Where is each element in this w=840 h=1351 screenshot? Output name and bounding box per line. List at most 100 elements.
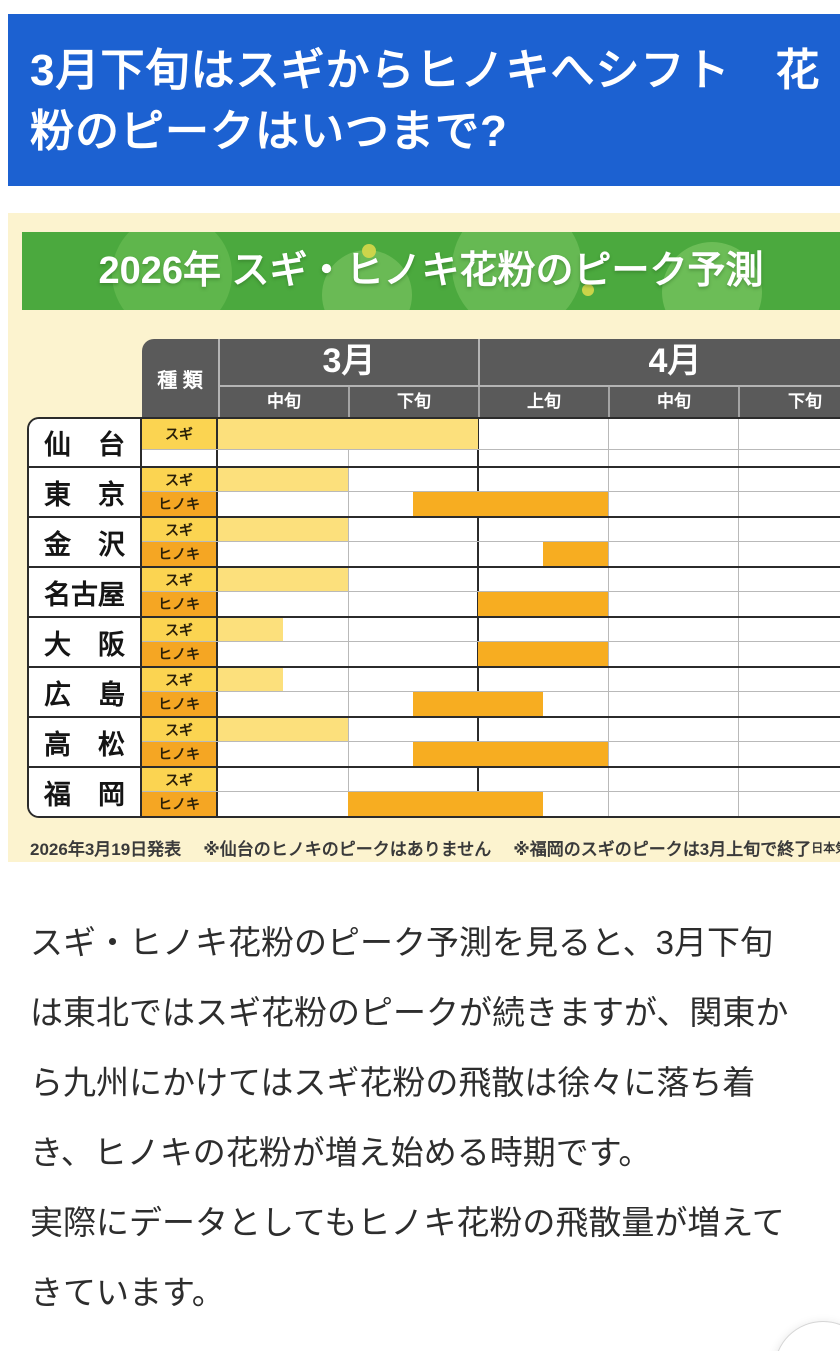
city-label: 広 島 xyxy=(29,668,142,716)
table-row: 大 阪スギ ヒノキ xyxy=(29,616,840,666)
hinoki-peak-bar xyxy=(478,642,608,666)
species-label: スギ xyxy=(142,468,218,491)
species-row: スギ xyxy=(142,618,840,642)
month-row: 3月 4月 xyxy=(220,339,840,387)
species-row: スギ xyxy=(142,768,840,792)
period-gridline xyxy=(738,492,739,516)
period-gridline xyxy=(348,542,349,566)
species-row: ヒノキ xyxy=(142,692,840,716)
species-row: ヒノキ xyxy=(142,542,840,566)
period-gridline xyxy=(348,742,349,766)
article-body-line: き、ヒノキの花粉が増え始める時期です。 xyxy=(30,1134,652,1171)
period-gridline xyxy=(348,468,349,491)
article-body-line: は東北ではスギ花粉のピークが続きますが、関東か xyxy=(30,994,789,1031)
species-rows: スギ ヒノキ xyxy=(142,518,840,566)
bar-area xyxy=(218,518,840,541)
period-march-mid: 中旬 xyxy=(220,387,350,417)
period-gridline xyxy=(608,692,609,716)
month-divider-line xyxy=(477,518,479,541)
period-gridline xyxy=(738,742,739,766)
species-rows: スギ xyxy=(142,419,840,466)
species-rows: スギ ヒノキ xyxy=(142,768,840,816)
month-divider-line xyxy=(477,618,479,641)
hinoki-peak-bar xyxy=(413,692,543,716)
species-label: スギ xyxy=(142,618,218,641)
period-april-mid: 中旬 xyxy=(610,387,740,417)
month-divider-line xyxy=(477,419,479,449)
period-gridline xyxy=(348,718,349,741)
bar-area xyxy=(218,542,840,566)
period-gridline xyxy=(348,568,349,591)
month-divider-line xyxy=(477,568,479,591)
species-row: スギ xyxy=(142,419,840,450)
table-row: 仙 台スギ xyxy=(29,419,840,466)
bar-area xyxy=(218,592,840,616)
period-gridline xyxy=(348,618,349,641)
bar-area xyxy=(218,768,840,791)
city-label: 仙 台 xyxy=(29,419,142,466)
table-row: 名古屋 スギ ヒノキ xyxy=(29,566,840,616)
table-row: 福 岡スギ ヒノキ xyxy=(29,766,840,816)
species-label: スギ xyxy=(142,568,218,591)
species-label: スギ xyxy=(142,668,218,691)
period-gridline xyxy=(738,592,739,616)
hinoki-peak-bar xyxy=(543,542,608,566)
species-row: ヒノキ xyxy=(142,742,840,766)
species-row: スギ xyxy=(142,468,840,492)
figure-banner: 2026年 スギ・ヒノキ花粉のピーク予測 xyxy=(22,232,840,310)
period-gridline xyxy=(738,768,739,791)
city-label: 高 松 xyxy=(29,718,142,766)
banner-decoration xyxy=(362,244,376,258)
bar-area xyxy=(218,419,840,449)
species-label: スギ xyxy=(142,768,218,791)
month-headers: 3月 4月 中旬 下旬 上旬 中旬 下旬 xyxy=(220,339,840,417)
table-row: 高 松スギ ヒノキ xyxy=(29,716,840,766)
period-gridline xyxy=(738,468,739,491)
species-row: ヒノキ xyxy=(142,642,840,666)
banner-decoration xyxy=(112,232,232,310)
city-label: 福 岡 xyxy=(29,768,142,816)
period-gridline xyxy=(608,592,609,616)
species-label: ヒノキ xyxy=(142,592,218,616)
species-label: スギ xyxy=(142,419,218,449)
species-label: ヒノキ xyxy=(142,742,218,766)
species-label-empty xyxy=(142,450,218,466)
month-april-header: 4月 xyxy=(648,342,702,380)
pollen-table-header: 種 類 3月 4月 中旬 下旬 上旬 中旬 下旬 xyxy=(142,339,840,417)
period-gridline xyxy=(738,419,739,449)
period-gridline xyxy=(348,768,349,791)
banner-decoration xyxy=(582,284,594,296)
period-gridline xyxy=(608,542,609,566)
period-gridline xyxy=(348,592,349,616)
period-gridline xyxy=(348,692,349,716)
table-row: 金 沢スギ ヒノキ xyxy=(29,516,840,566)
species-row: スギ xyxy=(142,568,840,592)
species-row: ヒノキ xyxy=(142,492,840,516)
banner-decoration xyxy=(452,232,582,310)
period-march-late: 下旬 xyxy=(350,387,480,417)
period-row: 中旬 下旬 上旬 中旬 下旬 xyxy=(220,387,840,417)
month-divider-line xyxy=(477,668,479,691)
bar-area xyxy=(218,492,840,516)
species-rows: スギ ヒノキ xyxy=(142,718,840,766)
species-row: ヒノキ xyxy=(142,592,840,616)
species-rows: スギ ヒノキ xyxy=(142,568,840,616)
period-gridline xyxy=(738,518,739,541)
city-label: 金 沢 xyxy=(29,518,142,566)
period-gridline xyxy=(348,518,349,541)
pollen-forecast-figure: 2026年 スギ・ヒノキ花粉のピーク予測 種 類 3月 4月 中旬 下旬 上旬 … xyxy=(8,213,840,862)
pollen-table-body: 仙 台スギ東 京スギ ヒノキ金 沢スギ ヒノキ 名古屋 スギ ヒノキ大 阪スギ ヒノキ広 島… xyxy=(27,417,840,818)
species-row: スギ xyxy=(142,668,840,692)
city-label: 大 阪 xyxy=(29,618,142,666)
period-gridline xyxy=(348,642,349,666)
sugi-peak-bar xyxy=(218,419,478,449)
article-body-line: スギ・ヒノキ花粉のピーク予測を見ると、3月下旬 xyxy=(30,924,774,961)
article-body-line: きています。 xyxy=(30,1274,225,1311)
bar-area xyxy=(218,468,840,491)
sugi-peak-bar xyxy=(218,718,348,741)
sugi-peak-bar xyxy=(218,568,348,591)
bar-area xyxy=(218,618,840,641)
period-gridline xyxy=(738,618,739,641)
sugi-peak-bar xyxy=(218,468,348,491)
species-label: ヒノキ xyxy=(142,692,218,716)
